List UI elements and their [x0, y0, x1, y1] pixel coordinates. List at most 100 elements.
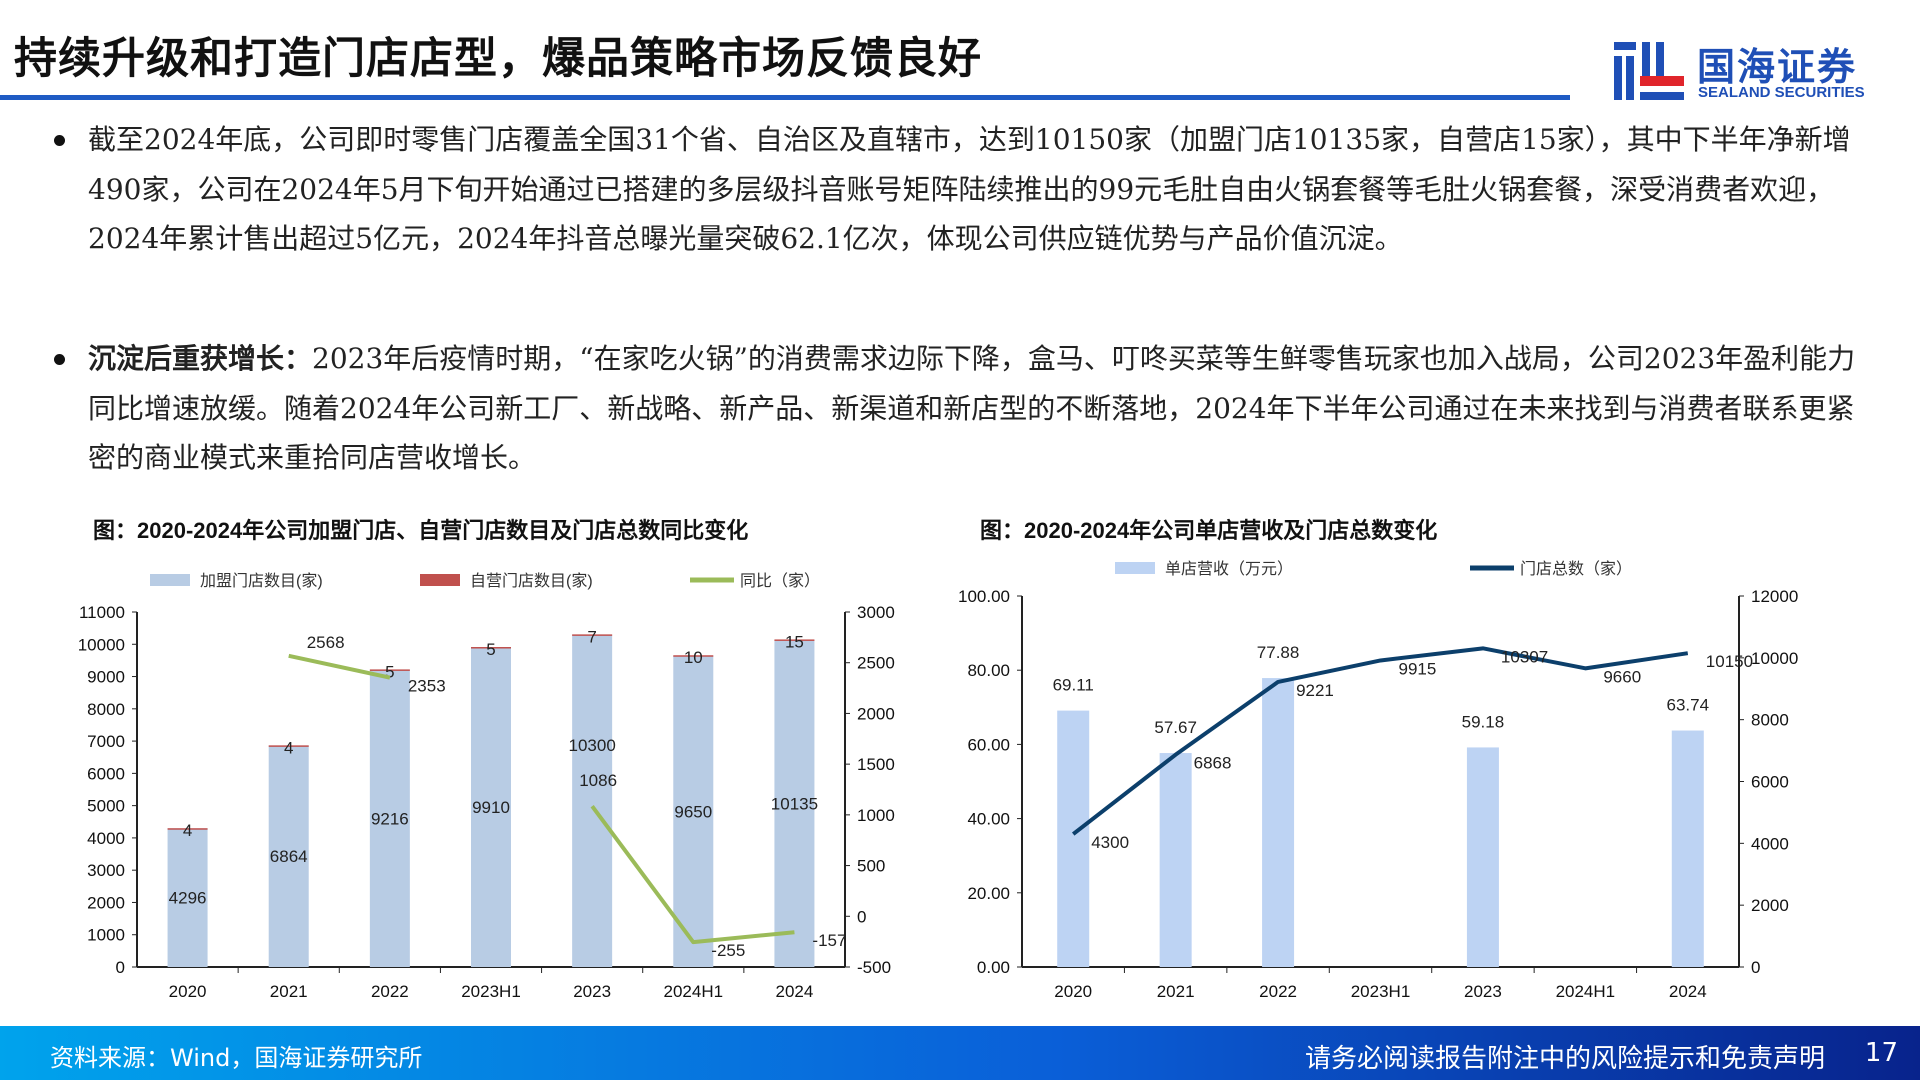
bar-加盟门店数目(家) — [268, 745, 309, 967]
x-tick-label: 2024 — [776, 982, 814, 1001]
y-tick-label: 1000 — [87, 926, 125, 945]
bar-value-label: 77.88 — [1257, 643, 1300, 662]
line-value-label: 2568 — [307, 633, 345, 652]
x-tick-label: 2023H1 — [1351, 982, 1411, 1001]
x-tick-label: 2024 — [1669, 982, 1707, 1001]
y2-tick-label: 10000 — [1751, 649, 1798, 668]
bar-value-label: 4 — [284, 738, 293, 757]
line-value-label: 9915 — [1399, 659, 1437, 678]
y2-tick-label: 1000 — [857, 806, 895, 825]
bar-value-label: 63.74 — [1667, 696, 1710, 715]
x-tick-label: 2023 — [1464, 982, 1502, 1001]
bar-自营门店数目(家) — [572, 634, 613, 636]
x-tick-label: 2023H1 — [461, 982, 521, 1001]
footer-bar: 资料来源：Wind，国海证券研究所 请务必阅读报告附注中的风险提示和免责声明 1… — [0, 1026, 1920, 1080]
bar-加盟门店数目(家) — [572, 634, 613, 967]
bar-自营门店数目(家) — [774, 639, 815, 641]
line-value-label: 10150 — [1706, 652, 1753, 671]
legend-bar-swatch — [1115, 562, 1155, 574]
bar-自营门店数目(家) — [673, 655, 714, 657]
y2-tick-label: 6000 — [1751, 773, 1789, 792]
y-tick-label: 7000 — [87, 732, 125, 751]
bar-加盟门店数目(家) — [167, 828, 208, 967]
bar-自营门店数目(家) — [167, 828, 208, 830]
line-value-label: 9660 — [1603, 667, 1641, 686]
legend-label: 自营门店数目(家) — [470, 572, 593, 590]
bullet-regrowth: 沉淀后重获增长：2023年后疫情时期，“在家吃火锅”的消费需求边际下降，盒马、叮… — [54, 334, 1868, 483]
y2-tick-label: 500 — [857, 857, 885, 876]
logo-mark-icon — [1614, 42, 1684, 100]
y-tick-label: 9000 — [87, 668, 125, 687]
logo-text-cn: 国海证券 — [1697, 45, 1858, 89]
x-tick-label: 2022 — [1259, 982, 1297, 1001]
y2-tick-label: 0 — [857, 907, 866, 926]
title-underline — [0, 95, 1570, 100]
legend-label: 门店总数（家） — [1520, 560, 1632, 578]
y-tick-label: 60.00 — [967, 735, 1010, 754]
line-value-label: 4300 — [1091, 833, 1129, 852]
slide-title: 持续升级和打造门店店型，爆品策略市场反馈良好 — [14, 34, 982, 84]
line-series — [590, 804, 795, 945]
y-tick-label: 100.00 — [958, 587, 1010, 606]
bar-value-label: 10135 — [771, 794, 818, 813]
y-tick-label: 6000 — [87, 764, 125, 783]
y-tick-label: 20.00 — [967, 884, 1010, 903]
bar-value-label: 9650 — [674, 802, 712, 821]
x-tick-label: 2024H1 — [1556, 982, 1616, 1001]
bar-value-label: 7 — [587, 627, 596, 646]
y-tick-label: 40.00 — [967, 810, 1010, 829]
y2-tick-label: 1500 — [857, 755, 895, 774]
bar-value-label: 4 — [183, 821, 192, 840]
bar-value-label: 4296 — [169, 889, 207, 908]
line-value-label: 10307 — [1501, 647, 1548, 666]
bar-加盟门店数目(家) — [369, 669, 410, 967]
y-tick-label: 4000 — [87, 829, 125, 848]
bar-单店营收（万元） — [1466, 747, 1499, 967]
x-tick-label: 2021 — [1157, 982, 1195, 1001]
y2-tick-label: 2000 — [857, 704, 895, 723]
bar-加盟门店数目(家) — [774, 639, 815, 967]
bar-单店营收（万元） — [1262, 678, 1295, 967]
line-series — [288, 653, 391, 680]
bar-自营门店数目(家) — [268, 745, 309, 747]
bar-自营门店数目(家) — [369, 669, 410, 671]
x-tick-label: 2020 — [169, 982, 207, 1001]
y-tick-label: 80.00 — [967, 661, 1010, 680]
y2-tick-label: 0 — [1751, 958, 1760, 977]
bar-value-label: 9910 — [472, 798, 510, 817]
chart-title: 图：2020-2024年公司加盟门店、自营门店数目及门店总数同比变化 — [93, 518, 748, 543]
bar-value-label: 10300 — [569, 736, 616, 755]
disclaimer-link[interactable]: 请务必阅读报告附注中的风险提示和免责声明 — [1304, 1044, 1825, 1074]
y2-tick-label: -500 — [857, 958, 891, 977]
bar-value-label: 5 — [486, 640, 495, 659]
y-tick-label: 11000 — [79, 603, 125, 622]
x-tick-label: 2024H1 — [664, 982, 724, 1001]
page-number: 17 — [1864, 1038, 1898, 1068]
bullet-text: 截至2024年底，公司即时零售门店覆盖全国31个省、自治区及直辖市，达到1015… — [88, 123, 1851, 255]
y-tick-label: 0.00 — [977, 958, 1010, 977]
y-tick-label: 2000 — [87, 893, 125, 912]
x-tick-label: 2020 — [1054, 982, 1092, 1001]
sealand-logo: 国海证券 SEALAND SECURITIES — [1612, 36, 1884, 104]
legend-label: 单店营收（万元） — [1165, 560, 1293, 578]
y2-tick-label: 3000 — [857, 603, 895, 622]
y2-tick-label: 12000 — [1751, 587, 1798, 606]
source-note: 资料来源：Wind，国海证券研究所 — [50, 1044, 423, 1072]
line-value-label: 9221 — [1296, 681, 1334, 700]
line-value-label: 1086 — [579, 771, 617, 790]
chart-title: 图：2020-2024年公司单店营收及门店总数变化 — [980, 518, 1437, 543]
bar-value-label: 10 — [684, 648, 703, 667]
line-value-label: -157 — [812, 931, 846, 950]
bar-加盟门店数目(家) — [471, 647, 511, 967]
legend-label: 同比（家） — [740, 572, 820, 590]
x-tick-label: 2023 — [573, 982, 611, 1001]
bar-value-label: 15 — [785, 632, 804, 651]
x-tick-label: 2022 — [371, 982, 409, 1001]
bar-单店营收（万元） — [1159, 753, 1192, 967]
bullet-lead: 沉淀后重获增长： — [88, 342, 313, 375]
y2-tick-label: 2000 — [1751, 896, 1789, 915]
bullet-store-coverage: 截至2024年底，公司即时零售门店覆盖全国31个省、自治区及直辖市，达到1015… — [54, 115, 1868, 264]
bar-value-label: 5 — [385, 662, 394, 681]
legend-label: 加盟门店数目(家) — [200, 572, 323, 590]
x-tick-label: 2021 — [270, 982, 308, 1001]
